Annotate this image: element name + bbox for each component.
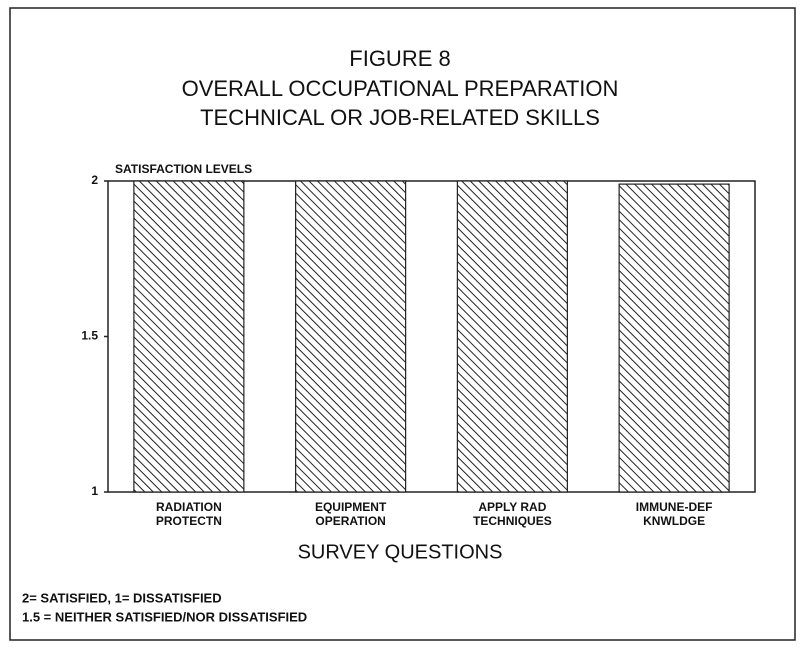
chart-title: OVERALL OCCUPATIONAL PREPARATION: [182, 76, 619, 101]
x-tick-label: RADIATION: [156, 500, 222, 514]
chart-title: TECHNICAL OR JOB-RELATED SKILLS: [200, 105, 600, 130]
bar: [133, 180, 245, 493]
y-tick-label: 1.5: [81, 329, 98, 343]
note: 2= SATISFIED, 1= DISSATISFIED: [22, 590, 222, 605]
x-tick-label: OPERATION: [315, 514, 385, 528]
bar: [295, 180, 407, 493]
note: 1.5 = NEITHER SATISFIED/NOR DISSATISFIED: [22, 609, 307, 624]
x-tick-label: PROTECTN: [156, 514, 222, 528]
x-tick-label: EQUIPMENT: [315, 500, 387, 514]
bar: [618, 183, 730, 493]
chart-title: FIGURE 8: [349, 46, 450, 71]
bar: [456, 180, 568, 493]
y-tick-label: 1: [91, 484, 98, 498]
x-axis-label: SURVEY QUESTIONS: [298, 541, 503, 563]
x-tick-label: APPLY RAD: [478, 500, 546, 514]
x-tick-label: TECHNIQUES: [473, 514, 552, 528]
x-tick-label: KNWLDGE: [643, 514, 705, 528]
y-tick-label: 2: [91, 173, 98, 187]
y-axis-label: SATISFACTION LEVELS: [115, 162, 252, 176]
x-tick-label: IMMUNE-DEF: [636, 500, 713, 514]
frame: [9, 7, 796, 641]
